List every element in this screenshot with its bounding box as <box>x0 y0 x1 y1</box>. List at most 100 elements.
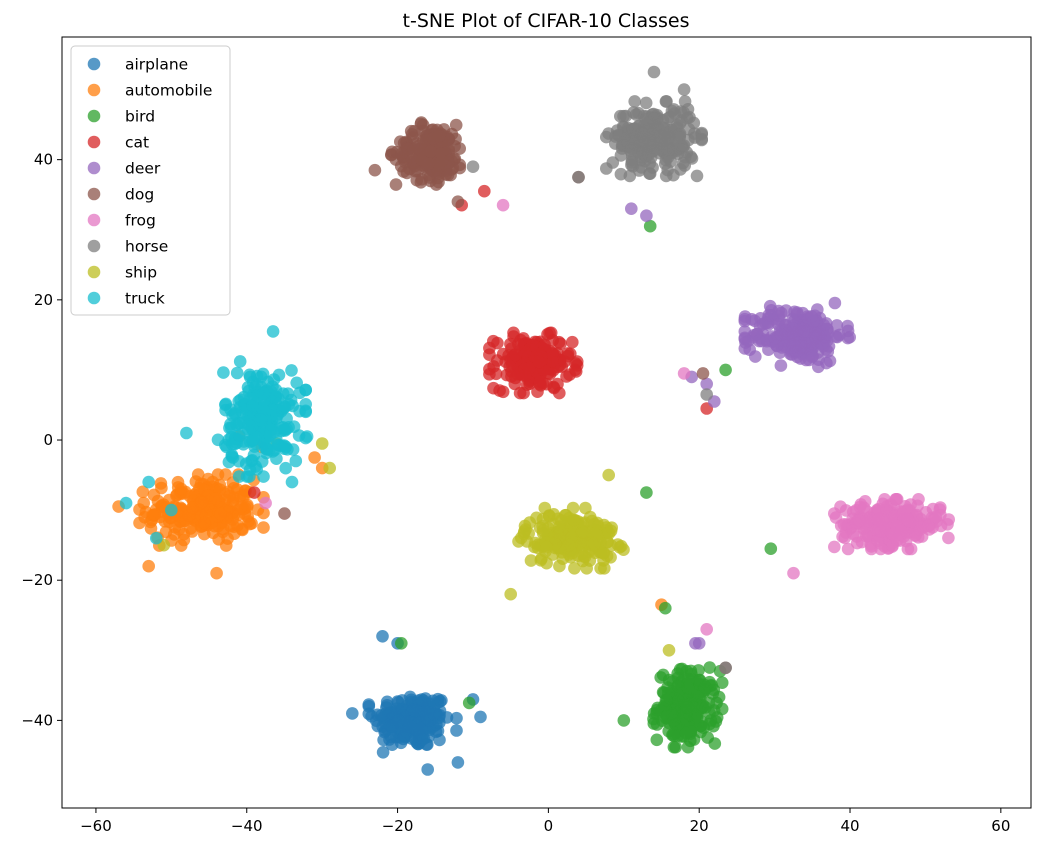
point-horse <box>675 114 688 127</box>
point-bird <box>667 740 681 754</box>
point-horse <box>639 96 653 110</box>
point-airplane <box>423 723 437 736</box>
point-truck <box>243 392 257 405</box>
point-ship <box>575 547 589 560</box>
point-dog <box>395 147 408 160</box>
series-ship <box>157 437 676 657</box>
point-deer <box>843 330 856 344</box>
point-dog <box>397 165 410 178</box>
point-ship <box>662 644 676 657</box>
point-bird <box>680 701 694 714</box>
point-dog <box>278 507 291 520</box>
point-truck <box>299 398 313 411</box>
point-bird <box>650 733 664 747</box>
point-truck <box>279 440 293 454</box>
chart-title: t-SNE Plot of CIFAR-10 Classes <box>403 10 690 32</box>
series-horse <box>466 65 732 675</box>
point-bird <box>703 706 716 720</box>
point-cat <box>248 486 261 499</box>
point-airplane <box>394 736 408 750</box>
point-deer <box>786 322 800 335</box>
point-bird <box>715 702 729 716</box>
point-bird <box>681 681 695 695</box>
point-deer <box>821 326 835 340</box>
point-automobile <box>219 539 233 552</box>
point-airplane <box>409 733 422 746</box>
point-bird <box>647 717 661 730</box>
legend-marker-truck <box>87 291 101 305</box>
legend-marker-cat <box>87 135 101 149</box>
point-airplane <box>362 700 376 713</box>
point-automobile <box>174 539 188 552</box>
point-cat <box>518 369 532 382</box>
point-horse <box>613 129 626 142</box>
point-airplane <box>450 711 463 725</box>
point-horse <box>648 112 661 125</box>
point-truck <box>245 419 259 433</box>
point-frog <box>929 510 943 524</box>
point-airplane <box>346 707 359 720</box>
point-airplane <box>384 706 397 720</box>
point-dog <box>696 367 710 380</box>
point-airplane <box>376 630 389 643</box>
legend-label-airplane: airplane <box>125 56 188 74</box>
point-deer <box>772 318 785 331</box>
point-horse <box>661 151 675 164</box>
point-airplane <box>427 707 441 721</box>
point-cat <box>544 326 558 340</box>
point-truck <box>142 475 155 489</box>
point-deer <box>807 314 820 328</box>
point-truck <box>290 376 304 390</box>
point-ship <box>315 437 329 450</box>
point-cat <box>512 337 525 351</box>
point-automobile <box>148 508 162 521</box>
point-truck <box>270 409 284 423</box>
point-automobile <box>223 489 236 503</box>
point-frog <box>860 529 873 543</box>
point-deer <box>739 336 752 349</box>
point-horse <box>627 137 641 151</box>
point-truck <box>233 355 247 368</box>
point-airplane <box>426 694 440 708</box>
point-deer <box>640 209 653 222</box>
point-ship <box>588 537 601 550</box>
point-frog <box>872 502 885 516</box>
point-frog <box>834 519 848 532</box>
point-automobile <box>186 501 199 515</box>
point-truck <box>246 375 260 389</box>
point-automobile <box>209 492 223 505</box>
point-frog <box>871 513 885 527</box>
point-deer <box>759 316 772 330</box>
point-horse <box>614 149 628 162</box>
point-truck <box>211 433 225 447</box>
point-horse <box>625 158 638 172</box>
point-automobile <box>136 485 150 499</box>
point-frog <box>904 498 917 511</box>
legend: airplane automobile bird cat deer dog frog hors… <box>70 45 231 316</box>
series-dog <box>278 116 732 675</box>
legend-label-ship: ship <box>125 264 157 282</box>
point-dog <box>449 118 463 132</box>
legend-label-bird: bird <box>125 108 155 126</box>
point-ship <box>605 521 618 534</box>
point-horse <box>606 156 620 169</box>
point-bird <box>654 671 667 684</box>
x-tick-label: −60 <box>80 817 112 835</box>
point-airplane <box>392 714 405 727</box>
y-tick-label: 0 <box>43 431 53 449</box>
point-frog <box>919 506 933 519</box>
plot-frame <box>61 36 1032 809</box>
point-bird <box>667 727 680 741</box>
point-dog <box>410 173 424 187</box>
point-dog <box>453 142 467 155</box>
point-bird <box>703 717 716 731</box>
x-tick-label: 60 <box>991 817 1010 835</box>
point-truck <box>243 470 256 483</box>
point-deer <box>778 340 791 353</box>
legend-label-cat: cat <box>125 134 149 152</box>
point-airplane <box>415 693 429 706</box>
legend-marker-automobile <box>87 83 101 97</box>
series-automobile <box>112 430 668 611</box>
point-deer <box>795 339 808 353</box>
point-truck <box>222 455 236 469</box>
